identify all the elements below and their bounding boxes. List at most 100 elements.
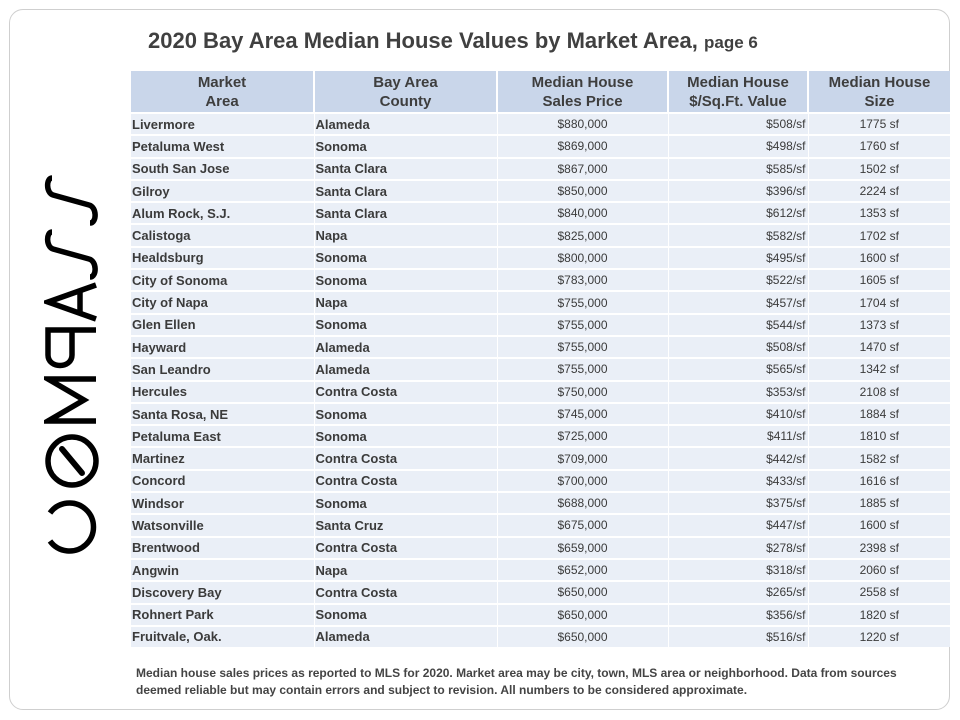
table-row: Windsor Sonoma $688,000 $375/sf 1885 sf (131, 491, 950, 515)
cell-size: 1470 sf (808, 334, 950, 359)
cell-county: Sonoma (314, 491, 498, 515)
cell-county: Alameda (314, 357, 498, 381)
cell-price-per-sqft: $353/sf (668, 379, 809, 403)
cell-price-per-sqft: $522/sf (668, 268, 809, 292)
cell-market-area: Petaluma East (131, 424, 315, 448)
table-header-row: Market Area Bay Area County Median House Sa… (131, 71, 950, 113)
title-suffix: page 6 (703, 33, 758, 52)
cell-sales-price: $650,000 (497, 624, 669, 648)
cell-market-area: San Leandro (131, 357, 315, 381)
cell-sales-price: $675,000 (497, 513, 669, 537)
cell-market-area: Hercules (131, 379, 315, 403)
cell-price-per-sqft: $498/sf (668, 134, 809, 158)
cell-price-per-sqft: $278/sf (668, 535, 809, 559)
cell-size: 1885 sf (808, 491, 950, 515)
cell-market-area: Watsonville (131, 513, 315, 537)
cell-sales-price: $850,000 (497, 178, 669, 203)
cell-price-per-sqft: $508/sf (668, 334, 809, 359)
cell-market-area: Gilroy (131, 178, 315, 203)
header-price-per-sqft: Median House $/Sq.Ft. Value (668, 71, 809, 113)
cell-size: 1775 sf (808, 111, 950, 136)
cell-sales-price: $659,000 (497, 535, 669, 559)
cell-sales-price: $825,000 (497, 223, 669, 247)
cell-market-area: Healdsburg (131, 245, 315, 270)
table-row: Calistoga Napa $825,000 $582/sf 1702 sf (131, 223, 950, 247)
cell-price-per-sqft: $612/sf (668, 201, 809, 225)
cell-sales-price: $745,000 (497, 401, 669, 426)
cell-county: Alameda (314, 624, 498, 648)
table-row: Healdsburg Sonoma $800,000 $495/sf 1600 sf (131, 245, 950, 270)
cell-county: Sonoma (314, 134, 498, 158)
cell-market-area: Angwin (131, 557, 315, 582)
cell-market-area: City of Sonoma (131, 268, 315, 292)
cell-size: 1342 sf (808, 357, 950, 381)
table-row: Livermore Alameda $880,000 $508/sf 1775 sf (131, 111, 950, 136)
header-sales-price: Median House Sales Price (497, 71, 669, 113)
cell-size: 1373 sf (808, 312, 950, 336)
cell-sales-price: $652,000 (497, 557, 669, 582)
cell-price-per-sqft: $442/sf (668, 446, 809, 470)
cell-price-per-sqft: $396/sf (668, 178, 809, 203)
cell-size: 1760 sf (808, 134, 950, 158)
header-size: Median House Size (808, 71, 950, 113)
table-row: Concord Contra Costa $700,000 $433/sf 1616 s… (131, 468, 950, 493)
table-row: Fruitvale, Oak. Alameda $650,000 $516/sf 122… (131, 624, 950, 648)
cell-sales-price: $725,000 (497, 424, 669, 448)
cell-market-area: South San Jose (131, 156, 315, 180)
cell-sales-price: $755,000 (497, 312, 669, 336)
cell-price-per-sqft: $565/sf (668, 357, 809, 381)
cell-size: 1820 sf (808, 602, 950, 626)
cell-price-per-sqft: $411/sf (668, 424, 809, 448)
cell-sales-price: $709,000 (497, 446, 669, 470)
table-row: Gilroy Santa Clara $850,000 $396/sf 2224 sf (131, 178, 950, 203)
cell-sales-price: $783,000 (497, 268, 669, 292)
cell-county: Sonoma (314, 268, 498, 292)
cell-size: 1502 sf (808, 156, 950, 180)
cell-county: Alameda (314, 334, 498, 359)
cell-county: Sonoma (314, 312, 498, 336)
cell-county: Sonoma (314, 401, 498, 426)
cell-size: 1605 sf (808, 268, 950, 292)
table-row: Martinez Contra Costa $709,000 $442/sf 1582 … (131, 446, 950, 470)
cell-price-per-sqft: $516/sf (668, 624, 809, 648)
cell-market-area: Hayward (131, 334, 315, 359)
cell-price-per-sqft: $375/sf (668, 491, 809, 515)
cell-size: 1616 sf (808, 468, 950, 493)
table-row: Discovery Bay Contra Costa $650,000 $265/sf… (131, 580, 950, 604)
cell-sales-price: $688,000 (497, 491, 669, 515)
cell-price-per-sqft: $544/sf (668, 312, 809, 336)
cell-price-per-sqft: $585/sf (668, 156, 809, 180)
cell-size: 2224 sf (808, 178, 950, 203)
values-table: Market Area Bay Area County Median House Sa… (131, 71, 950, 648)
table-row: Watsonville Santa Cruz $675,000 $447/sf 1600… (131, 513, 950, 537)
cell-size: 1353 sf (808, 201, 950, 225)
cell-size: 1810 sf (808, 424, 950, 448)
table-row: Petaluma West Sonoma $869,000 $498/sf 1760 s… (131, 134, 950, 158)
cell-price-per-sqft: $582/sf (668, 223, 809, 247)
cell-county: Santa Clara (314, 156, 498, 180)
cell-price-per-sqft: $447/sf (668, 513, 809, 537)
cell-county: Contra Costa (314, 468, 498, 493)
cell-market-area: Livermore (131, 111, 315, 136)
cell-market-area: Windsor (131, 491, 315, 515)
cell-county: Contra Costa (314, 580, 498, 604)
header-county: Bay Area County (314, 71, 498, 113)
table-row: City of Napa Napa $755,000 $457/sf 1704 sf (131, 290, 950, 314)
cell-price-per-sqft: $508/sf (668, 111, 809, 136)
cell-county: Santa Clara (314, 201, 498, 225)
table-row: Angwin Napa $652,000 $318/sf 2060 sf (131, 557, 950, 582)
table-row: Brentwood Contra Costa $659,000 $278/sf 2398… (131, 535, 950, 559)
cell-sales-price: $650,000 (497, 580, 669, 604)
table-row: Glen Ellen Sonoma $755,000 $544/sf 1373 sf (131, 312, 950, 336)
cell-county: Napa (314, 223, 498, 247)
cell-county: Napa (314, 557, 498, 582)
cell-sales-price: $755,000 (497, 334, 669, 359)
cell-county: Napa (314, 290, 498, 314)
cell-size: 2558 sf (808, 580, 950, 604)
cell-market-area: Brentwood (131, 535, 315, 559)
cell-market-area: Fruitvale, Oak. (131, 624, 315, 648)
cell-price-per-sqft: $410/sf (668, 401, 809, 426)
cell-sales-price: $750,000 (497, 379, 669, 403)
cell-market-area: Martinez (131, 446, 315, 470)
cell-market-area: Santa Rosa, NE (131, 401, 315, 426)
